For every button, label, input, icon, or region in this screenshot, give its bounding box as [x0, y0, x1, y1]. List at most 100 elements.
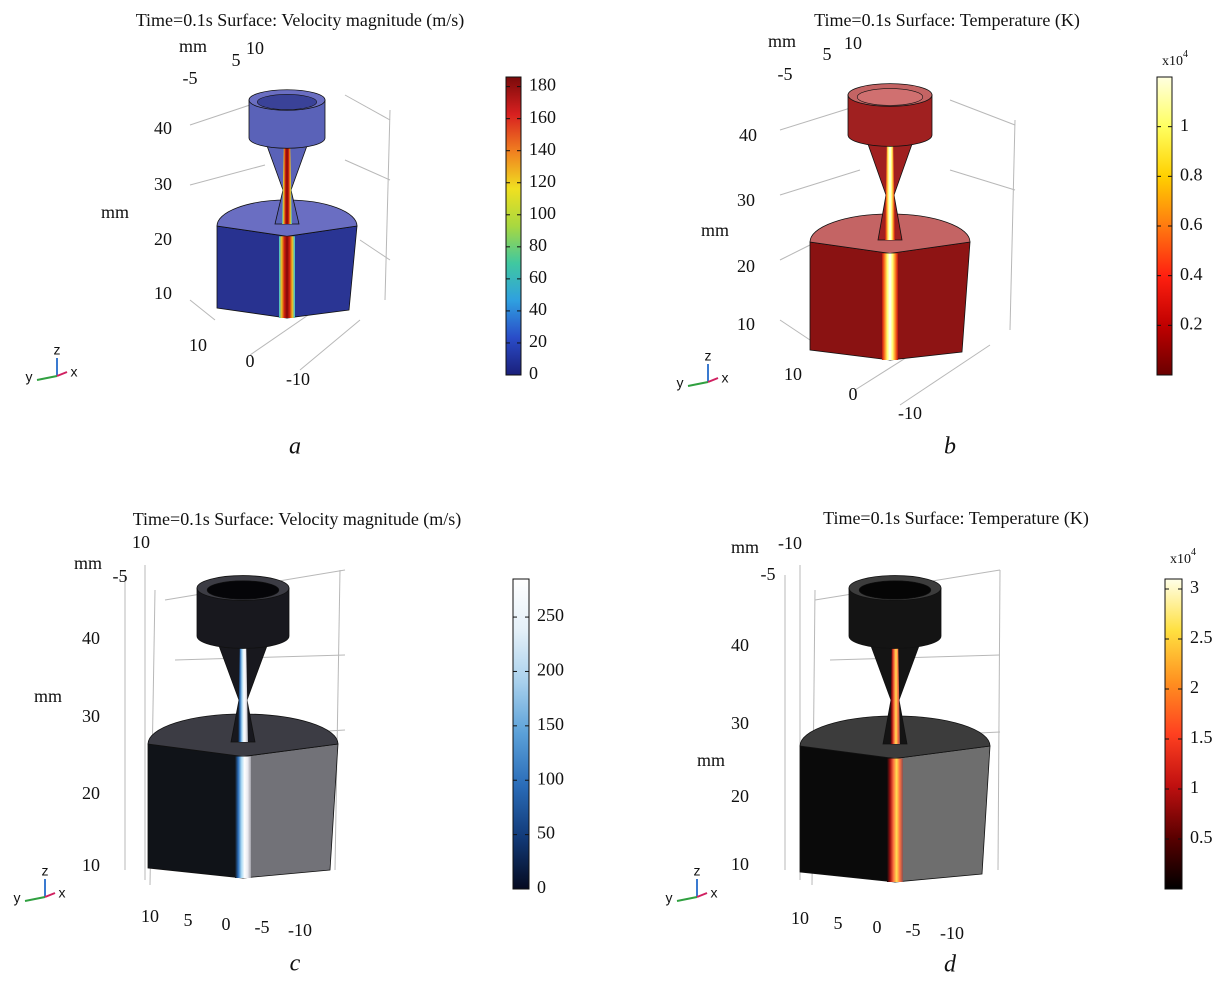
colorbar-tick-label: 0.5 — [1190, 827, 1213, 847]
z-tick-label: 10 — [731, 854, 749, 874]
bottom-tick-label: 10 — [189, 335, 207, 355]
z-tick-label: 10 — [737, 314, 755, 334]
panel: Time=0.1s Surface: Temperature (K)dmmmm1… — [666, 508, 1213, 976]
colorbar-tick-label: 140 — [529, 139, 556, 159]
axis-grid-line — [780, 170, 860, 195]
colorbar — [1165, 579, 1182, 889]
axis-grid-line — [998, 570, 1000, 870]
axis-grid-line — [300, 320, 360, 370]
multiplier-base: x10 — [1170, 552, 1191, 567]
z-tick-label: 20 — [731, 786, 749, 806]
top-tick-label: -5 — [761, 564, 776, 584]
colorbar — [513, 579, 529, 889]
top-axis-label: mm — [731, 537, 759, 557]
colorbar-multiplier: x104 — [1162, 49, 1188, 69]
cut-face-right — [895, 746, 990, 882]
cut-face-left — [148, 744, 243, 878]
triad-y — [25, 897, 45, 901]
triad-x — [708, 378, 718, 382]
colorbar-tick-label: 50 — [537, 823, 555, 843]
triad-label: z — [42, 863, 49, 879]
triad-label: y — [26, 369, 33, 385]
cut-face-left — [217, 226, 287, 318]
bottom-tick-label: -10 — [286, 369, 310, 389]
bottom-tick-label: 10 — [791, 908, 809, 928]
colorbar-tick-label: 2.5 — [1190, 627, 1213, 647]
z-axis-label: mm — [697, 750, 725, 770]
panel: Time=0.1s Surface: Temperature (K)bmmmm1… — [677, 10, 1203, 459]
panel-title: Time=0.1s Surface: Velocity magnitude (m… — [133, 509, 462, 530]
colorbar-tick-label: 1.5 — [1190, 727, 1213, 747]
colorbar-tick-label: 1 — [1190, 777, 1199, 797]
cup-inner — [207, 581, 279, 599]
axis-grid-line — [335, 570, 340, 870]
colorbar-tick-label: 0.8 — [1180, 164, 1203, 184]
bottom-tick-label: 0 — [849, 384, 858, 404]
bottom-tick-label: -10 — [940, 923, 964, 943]
colorbar-tick-label: 0 — [529, 363, 538, 383]
bottom-tick-label: -10 — [288, 920, 312, 940]
top-axis-label: mm — [179, 36, 207, 56]
colorbar-tick-label: 160 — [529, 107, 556, 127]
multiplier-base: x10 — [1162, 54, 1183, 69]
top-tick-label: -5 — [183, 68, 198, 88]
z-tick-label: 20 — [154, 229, 172, 249]
cup-inner — [859, 581, 931, 599]
cup-inner — [257, 94, 316, 109]
caption: b — [944, 434, 956, 460]
triad-label: z — [54, 342, 61, 358]
axis-grid-line — [385, 110, 390, 300]
colorbar-tick-label: 40 — [529, 299, 547, 319]
triad-label: z — [705, 348, 712, 364]
colorbar-tick-label: 20 — [529, 331, 547, 351]
bottom-tick-label: 10 — [784, 364, 802, 384]
axis-grid-line — [345, 95, 390, 120]
triad-label: y — [677, 375, 684, 391]
triad-x — [45, 893, 55, 897]
bottom-tick-label: 5 — [184, 910, 193, 930]
cut-face-left — [810, 242, 890, 360]
z-tick-label: 40 — [739, 125, 757, 145]
colorbar-tick-label: 1 — [1180, 115, 1189, 135]
colorbar-tick-label: 80 — [529, 235, 547, 255]
top-tick-label: 10 — [246, 38, 264, 58]
caption: d — [944, 952, 957, 977]
colorbar-multiplier: x104 — [1170, 547, 1196, 567]
z-tick-label: 40 — [154, 118, 172, 138]
top-tick-label: -5 — [778, 64, 793, 84]
colorbar-tick-label: 250 — [537, 605, 564, 625]
top-tick-label: 10 — [132, 532, 150, 552]
z-tick-label: 20 — [82, 783, 100, 803]
panel: Time=0.1s Surface: Velocity magnitude (m… — [14, 509, 565, 976]
top-tick-label: -10 — [778, 533, 802, 553]
triad-label: x — [59, 885, 66, 901]
colorbar — [506, 77, 521, 375]
bottom-tick-label: 0 — [246, 351, 255, 371]
cut-face-left — [800, 746, 895, 882]
cut-face-right — [243, 744, 338, 878]
z-tick-label: 10 — [154, 283, 172, 303]
top-tick-label: 10 — [844, 33, 862, 53]
colorbar-tick-label: 0 — [537, 877, 546, 897]
bottom-tick-label: -5 — [906, 920, 921, 940]
colorbar-tick-label: 100 — [529, 203, 556, 223]
axis-grid-line — [1010, 120, 1015, 330]
bottom-tick-label: 10 — [141, 906, 159, 926]
z-tick-label: 40 — [82, 628, 100, 648]
axis-grid-line — [780, 320, 810, 340]
triad-y — [688, 382, 708, 386]
panel-title: Time=0.1s Surface: Velocity magnitude (m… — [136, 10, 465, 31]
axis-grid-line — [950, 170, 1015, 190]
colorbar-tick-label: 0.4 — [1180, 264, 1203, 284]
z-tick-label: 40 — [731, 635, 749, 655]
jet-stripe — [279, 236, 295, 318]
axis-grid-line — [345, 160, 390, 180]
axis-grid-line — [190, 165, 265, 185]
bottom-tick-label: 0 — [873, 917, 882, 937]
triad-label: z — [694, 863, 701, 879]
colorbar-tick-label: 200 — [537, 660, 564, 680]
colorbar-tick-label: 120 — [529, 171, 556, 191]
caption: c — [290, 951, 301, 977]
axis-grid-line — [950, 100, 1015, 125]
multiplier-exponent: 4 — [1183, 49, 1188, 60]
